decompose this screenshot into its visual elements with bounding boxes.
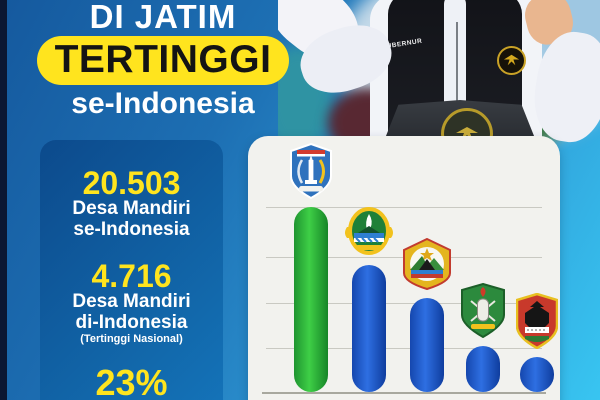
- jawa-timur-emblem-icon: [290, 143, 332, 199]
- bar-jawa-timur: [294, 207, 328, 392]
- microphone-stand: [456, 22, 458, 104]
- stat-label: di-Indonesia: [75, 311, 188, 333]
- podium-bird-icon: [456, 127, 478, 141]
- stat-value: 4.716: [91, 258, 172, 295]
- left-edge-strip: [0, 0, 7, 400]
- x-axis-line: [262, 392, 546, 394]
- gridline: [266, 207, 542, 208]
- stat-label: Desa Mandiri: [72, 291, 191, 313]
- stat-national-total: 20.503 Desa Mandiri se-Indonesia: [40, 167, 223, 240]
- kalimantan-selatan-emblem-icon: [516, 293, 558, 349]
- stat-value: 20.503: [82, 165, 181, 201]
- bar-kalimantan-selatan: [520, 357, 554, 392]
- headline-highlight-text: TERTINGGI: [54, 38, 272, 81]
- stats-panel: 20.503 Desa Mandiri se-Indonesia 4.716 D…: [40, 140, 223, 400]
- headline-line1: DI JATIM: [89, 0, 237, 35]
- jawa-tengah-emblem-icon: [402, 238, 452, 290]
- garuda-pancasila-icon: [497, 46, 526, 75]
- stat-value: 23%: [95, 362, 168, 400]
- governor-photo: GUBERNUR: [278, 0, 600, 150]
- bar-kalimantan-barat: [466, 346, 500, 392]
- bar-chart-card: 4.716: [248, 136, 560, 400]
- garuda-bird-icon: [503, 54, 520, 66]
- bar-jawa-barat: [352, 265, 386, 392]
- headline-highlight-pill: TERTINGGI: [36, 36, 290, 85]
- stat-jatim-total: 4.716 Desa Mandiri di-Indonesia (Terting…: [40, 260, 223, 345]
- gridline: [266, 348, 542, 349]
- stat-percentage: 23%: [40, 365, 223, 400]
- gridline: [266, 303, 542, 304]
- stat-label: Desa Mandiri: [72, 198, 191, 219]
- stat-label: se-Indonesia: [73, 218, 190, 240]
- bar-value-label: 4.716: [276, 397, 346, 400]
- stat-note: (Tertinggi Nasional): [80, 333, 183, 346]
- bar-jawa-tengah: [410, 298, 444, 392]
- kalimantan-barat-emblem-icon: [461, 283, 505, 338]
- headline-line3: se-Indonesia: [71, 87, 255, 120]
- jawa-barat-emblem-icon: [343, 207, 395, 257]
- bar-chart-plot: 4.716: [262, 136, 558, 400]
- headline: DI JATIM TERTINGGI se-Indonesia: [23, 0, 303, 119]
